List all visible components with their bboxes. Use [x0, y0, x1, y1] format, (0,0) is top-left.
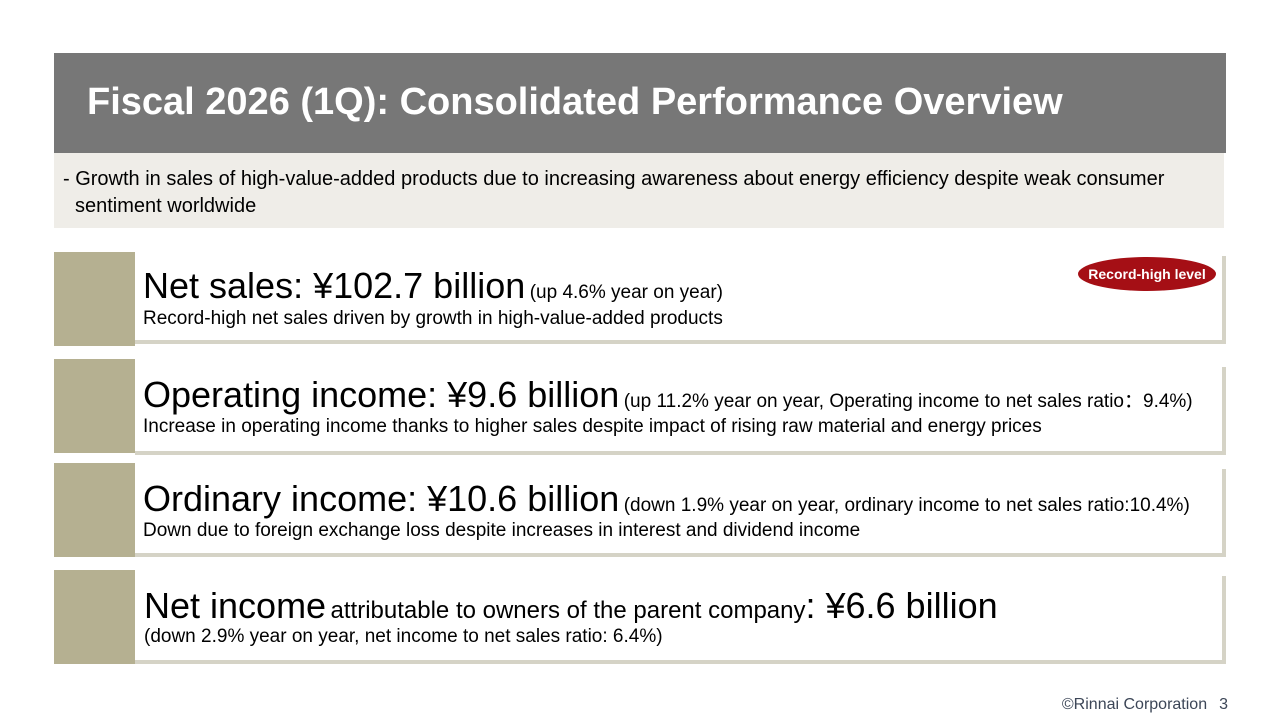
summary-text: - Growth in sales of high-value-added pr…	[63, 168, 1165, 217]
operating-income-note: (up 11.2% year on year, Operating income…	[623, 391, 1193, 412]
card-marker	[54, 359, 135, 453]
net-income-card: Net income attributable to owners of the…	[54, 570, 1226, 664]
title-bar: Fiscal 2026 (1Q): Consolidated Performan…	[54, 53, 1226, 153]
page-title: Fiscal 2026 (1Q): Consolidated Performan…	[87, 81, 1063, 123]
net-sales-note: (up 4.6% year on year)	[529, 282, 723, 303]
net-sales-line: Net sales: ¥102.7 billion (up 4.6% year …	[143, 265, 723, 307]
card-panel	[135, 256, 1226, 344]
ordinary-income-detail: Down due to foreign exchange loss despit…	[143, 520, 861, 541]
net-income-headline-b: attributable to owners of the parent com…	[330, 597, 806, 624]
summary-box: - Growth in sales of high-value-added pr…	[54, 153, 1224, 228]
net-income-line: Net income attributable to owners of the…	[144, 585, 998, 627]
net-sales-detail: Record-high net sales driven by growth i…	[143, 308, 723, 329]
net-sales-headline: Net sales: ¥102.7 billion	[143, 265, 526, 306]
footer: ©Rinnai Corporation 3	[1062, 696, 1228, 714]
card-marker	[54, 252, 135, 346]
card-panel	[135, 367, 1226, 455]
card-marker	[54, 463, 135, 557]
ordinary-income-note: (down 1.9% year on year, ordinary income…	[623, 495, 1190, 516]
card-panel	[135, 469, 1226, 557]
record-high-badge: Record-high level	[1078, 257, 1216, 291]
card-marker	[54, 570, 135, 664]
net-income-headline-c: : ¥6.6 billion	[805, 585, 998, 626]
net-income-headline-a: Net income	[144, 585, 327, 626]
page-number: 3	[1219, 696, 1228, 713]
operating-income-detail: Increase in operating income thanks to h…	[143, 416, 1042, 437]
card-panel	[135, 576, 1226, 664]
operating-income-card: Operating income: ¥9.6 billion (up 11.2%…	[54, 359, 1226, 455]
operating-income-line: Operating income: ¥9.6 billion (up 11.2%…	[143, 374, 1193, 416]
net-income-detail: (down 2.9% year on year, net income to n…	[144, 626, 663, 647]
ordinary-income-card: Ordinary income: ¥10.6 billion (down 1.9…	[54, 463, 1226, 557]
copyright: ©Rinnai Corporation	[1061, 696, 1208, 713]
ordinary-income-line: Ordinary income: ¥10.6 billion (down 1.9…	[143, 478, 1190, 520]
operating-income-headline: Operating income: ¥9.6 billion	[143, 374, 620, 415]
ordinary-income-headline: Ordinary income: ¥10.6 billion	[143, 478, 620, 519]
net-sales-card: Net sales: ¥102.7 billion (up 4.6% year …	[54, 252, 1226, 346]
